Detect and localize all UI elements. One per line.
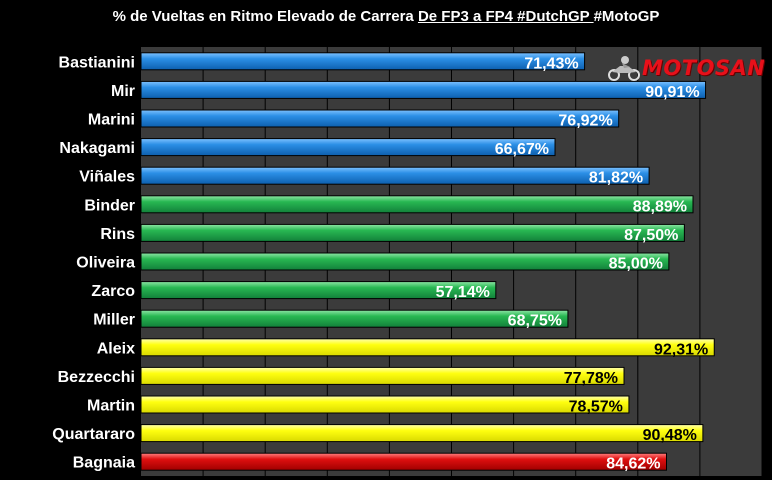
bar-miller [140,309,569,328]
bar-oliveira [140,252,670,271]
bar-nakagami [140,138,556,157]
bar-rins [140,223,685,242]
value-label: 90,91% [645,84,699,101]
category-label: Bagnaia [73,455,135,472]
value-label: 88,89% [633,198,687,215]
value-label: 78,57% [569,399,623,416]
bar-marini [140,109,620,128]
category-label: Nakagami [59,140,135,157]
value-label: 85,00% [609,256,663,273]
value-label: 92,31% [654,341,708,358]
motorcycle-rider-icon [608,56,640,81]
category-label: Viñales [79,169,135,186]
value-label: 57,14% [436,284,490,301]
bar-zarco [140,281,497,300]
bar-aleix [140,338,715,357]
value-label: 76,92% [558,113,612,130]
bars [140,52,715,471]
category-label: Zarco [91,283,135,300]
bar-bezzecchi [140,366,625,385]
bar-vi-ales [140,166,650,185]
category-label: Martin [87,398,135,415]
category-labels: Bastianini Mir Marini Nakagami Viñales Binder… [52,54,135,471]
value-label: 71,43% [524,55,578,72]
bar-binder [140,195,694,214]
value-label: 81,82% [589,170,643,187]
bar-mir [140,80,707,99]
value-label: 77,78% [564,370,618,387]
category-label: Miller [93,312,135,329]
value-label: 68,75% [508,313,562,330]
category-label: Bastianini [59,54,135,71]
chart-title: % de Vueltas en Ritmo Elevado de Carrera… [0,8,772,25]
category-label: Aleix [97,340,135,357]
title-prefix: % de Vueltas en Ritmo Elevado de Carrera [112,8,418,25]
bar-bastianini [140,52,586,71]
value-label: 90,48% [643,427,697,444]
value-labels: 71,43% 90,91% 76,92% 66,67% 81,82% 88,89% 87,5… [436,55,709,472]
category-label: Binder [84,197,135,214]
title-underlined: De FP3 a FP4 #DutchGP [417,8,594,25]
bar-bagnaia [140,452,667,471]
value-label: 66,67% [495,141,549,158]
title-suffix: #MotoGP [593,8,660,25]
category-label: Quartararo [52,426,135,443]
value-label: 87,50% [624,227,678,244]
motosan-logo: MOTOSAN [606,54,766,82]
logo-text: MOTOSAN [642,56,766,80]
category-label: Marini [88,112,135,129]
category-label: Bezzecchi [58,369,135,386]
bar-martin [140,395,630,414]
category-label: Oliveira [76,255,135,272]
category-label: Rins [100,226,135,243]
value-label: 84,62% [606,456,660,473]
bar-quartararo [140,424,704,443]
category-label: Mir [111,83,135,100]
